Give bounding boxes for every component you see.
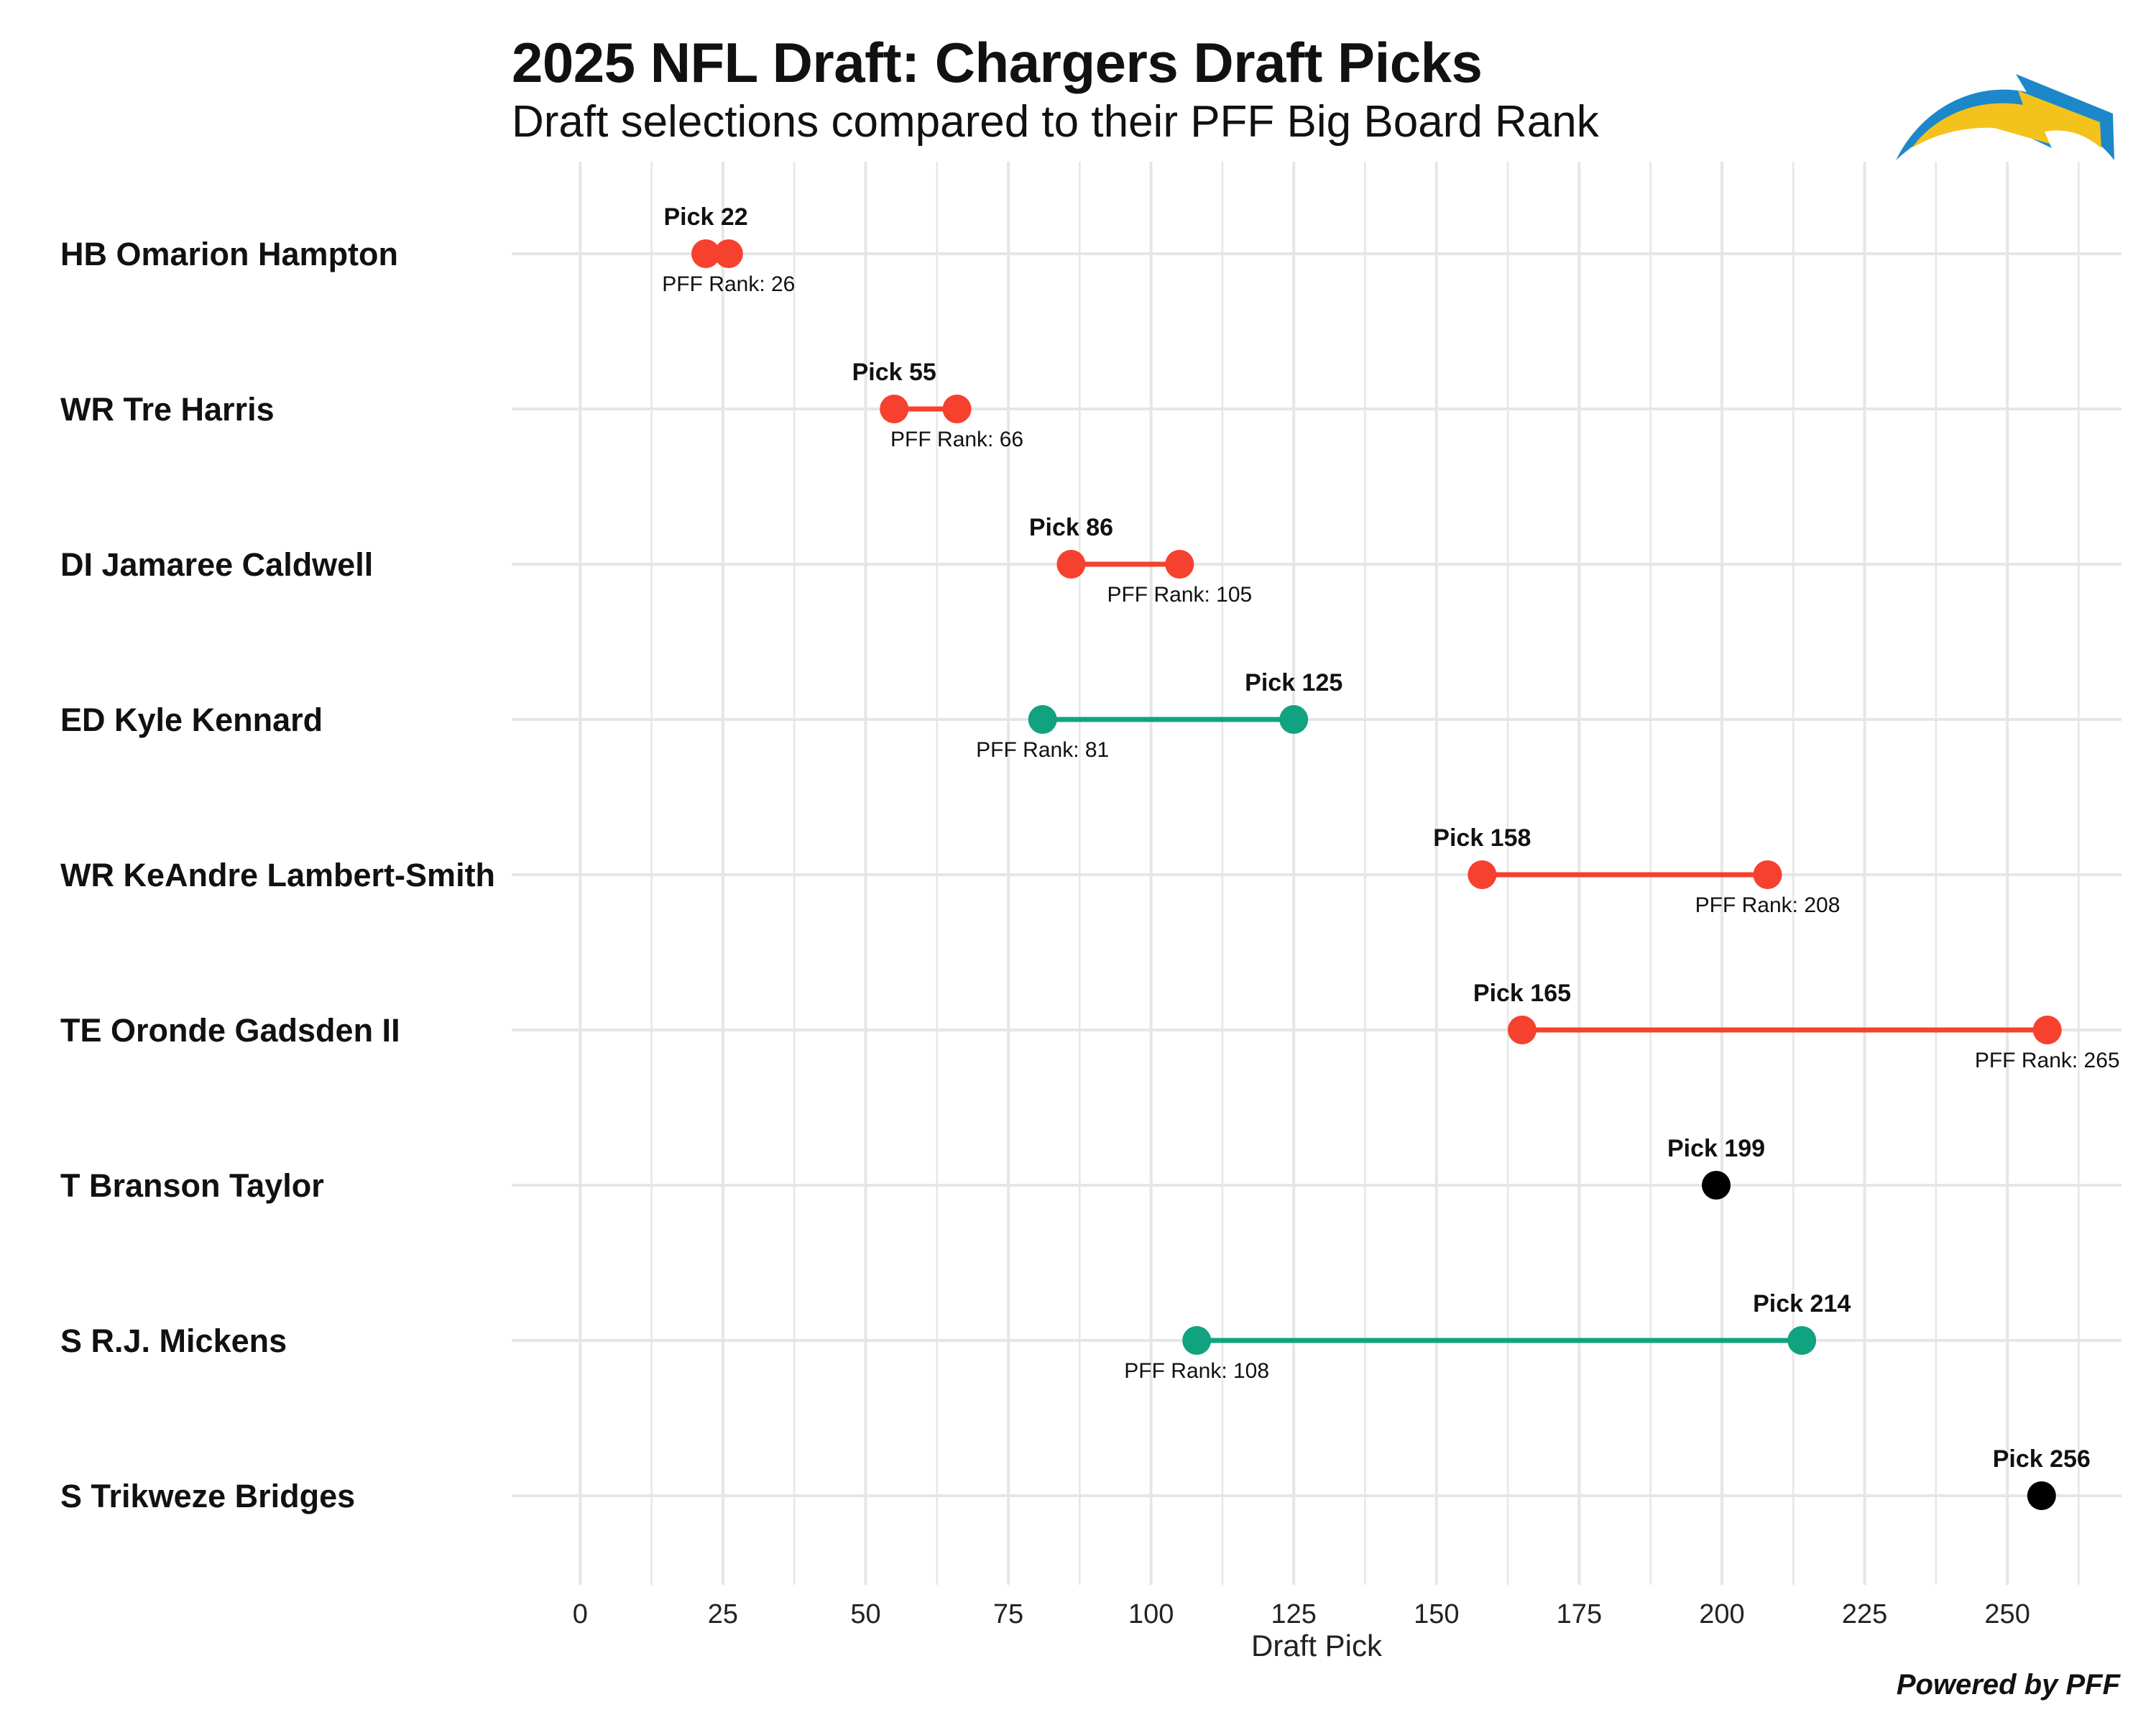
pick-label: Pick 86 (1029, 514, 1113, 541)
draft-pick-point (2027, 1481, 2056, 1510)
player-name-label: T Branson Taylor (60, 1167, 324, 1204)
x-tick-label: 50 (850, 1599, 880, 1629)
pff-rank-label: PFF Rank: 81 (976, 738, 1109, 762)
chart-subtitle: Draft selections compared to their PFF B… (512, 97, 1599, 147)
player-name-label: S R.J. Mickens (60, 1322, 287, 1359)
player-name-label: DI Jamaree Caldwell (60, 546, 373, 583)
pff-rank-point (714, 239, 743, 268)
pff-rank-point (1028, 705, 1057, 734)
x-tick-label: 100 (1128, 1599, 1174, 1629)
pick-label: Pick 256 (1993, 1445, 2091, 1473)
x-axis-label: Draft Pick (1251, 1629, 1383, 1662)
pff-rank-point (1165, 550, 1194, 579)
x-tick-label: 0 (573, 1599, 588, 1629)
pick-label: Pick 214 (1753, 1290, 1851, 1317)
player-name-label: S Trikweze Bridges (60, 1478, 355, 1514)
x-tick-label: 225 (1842, 1599, 1887, 1629)
pff-rank-point (942, 395, 972, 423)
pff-rank-label: PFF Rank: 66 (890, 428, 1023, 451)
pick-label: Pick 165 (1473, 980, 1571, 1007)
x-tick-label: 75 (993, 1599, 1023, 1629)
player-name-label: WR KeAndre Lambert-Smith (60, 857, 495, 893)
pick-label: Pick 55 (852, 359, 936, 386)
player-name-label: WR Tre Harris (60, 391, 275, 428)
x-tick-label: 200 (1699, 1599, 1744, 1629)
player-name-label: ED Kyle Kennard (60, 702, 323, 738)
pff-rank-point (1753, 860, 1782, 889)
pff-rank-point (2032, 1016, 2062, 1044)
draft-pick-point (691, 239, 721, 268)
player-rows: HB Omarion Hampton Pick 22 PFF Rank: 26 WR … (60, 203, 2122, 1514)
pick-label: Pick 199 (1667, 1135, 1765, 1162)
pff-rank-label: PFF Rank: 208 (1695, 893, 1841, 917)
draft-pick-point (1787, 1326, 1817, 1355)
pick-label: Pick 158 (1433, 824, 1531, 852)
player-name-label: TE Oronde Gadsden II (60, 1012, 400, 1049)
pff-rank-label: PFF Rank: 108 (1124, 1359, 1269, 1383)
pff-rank-label: PFF Rank: 105 (1107, 583, 1252, 607)
x-tick-label: 150 (1414, 1599, 1459, 1629)
chargers-bolt-logo-icon (1896, 74, 2114, 160)
draft-pick-point (1056, 550, 1086, 579)
x-tick-label: 125 (1271, 1599, 1317, 1629)
x-axis: 0 25 50 75 100 125 150 175 200 225 250 (573, 1599, 2030, 1629)
pff-rank-label: PFF Rank: 26 (662, 272, 795, 296)
draft-pick-point (1507, 1016, 1537, 1044)
draft-pick-point (1702, 1171, 1731, 1200)
player-name-label: HB Omarion Hampton (60, 236, 398, 272)
x-tick-label: 25 (708, 1599, 738, 1629)
x-tick-label: 175 (1557, 1599, 1602, 1629)
x-tick-label: 250 (1984, 1599, 2030, 1629)
draft-pick-point (880, 395, 909, 423)
pff-rank-label: PFF Rank: 265 (1975, 1049, 2120, 1072)
powered-by-credit: Powered by PFF (1896, 1669, 2120, 1701)
pick-label: Pick 22 (663, 203, 747, 231)
draft-pick-point (1279, 705, 1309, 734)
draft-pick-point (1468, 860, 1497, 889)
chart-title: 2025 NFL Draft: Chargers Draft Picks (512, 31, 1483, 94)
pff-rank-point (1182, 1326, 1212, 1355)
pick-label: Pick 125 (1245, 669, 1342, 696)
